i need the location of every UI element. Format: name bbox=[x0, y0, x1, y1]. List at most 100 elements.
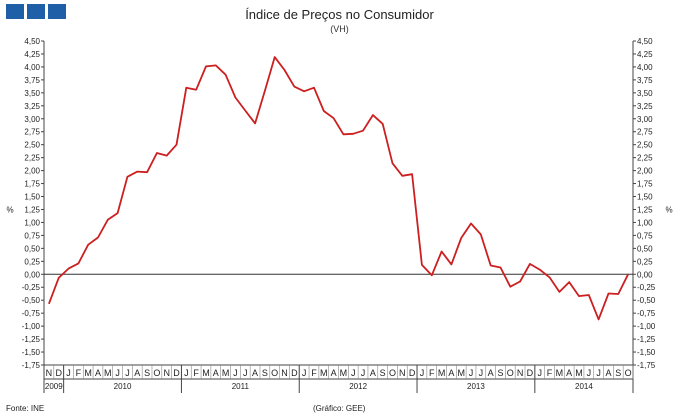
x-month-label: A bbox=[605, 368, 611, 378]
y-tick-label-right: 2,75 bbox=[637, 128, 653, 137]
x-month-label: F bbox=[429, 368, 435, 378]
x-month-label: M bbox=[202, 368, 210, 378]
x-month-label: S bbox=[497, 368, 503, 378]
y-tick-label-left: 2,00 bbox=[24, 167, 40, 176]
y-tick-label-right: 1,75 bbox=[637, 180, 653, 189]
x-month-label: M bbox=[556, 368, 564, 378]
x-month-label: N bbox=[281, 368, 288, 378]
x-month-label: J bbox=[125, 368, 130, 378]
x-month-label: J bbox=[479, 368, 484, 378]
x-year-label: 2014 bbox=[575, 382, 593, 391]
x-month-label: A bbox=[370, 368, 376, 378]
y-tick-label-left: 3,25 bbox=[24, 102, 40, 111]
y-tick-label-left: 3,75 bbox=[24, 76, 40, 85]
x-month-label: J bbox=[537, 368, 542, 378]
y-tick-label-left: -1,00 bbox=[22, 322, 41, 331]
y-tick-label-right: -0,25 bbox=[637, 283, 656, 292]
x-year-label: 2010 bbox=[114, 382, 132, 391]
y-tick-label-left: 4,00 bbox=[24, 63, 40, 72]
y-tick-label-right: 2,25 bbox=[637, 154, 653, 163]
y-tick-label-left: 4,50 bbox=[24, 37, 40, 46]
x-month-label: N bbox=[517, 368, 524, 378]
x-month-label: S bbox=[262, 368, 268, 378]
y-tick-label-right: -1,75 bbox=[637, 361, 656, 370]
y-tick-label-left: -0,75 bbox=[22, 309, 41, 318]
y-tick-label-right: 4,00 bbox=[637, 63, 653, 72]
logo-square bbox=[6, 4, 24, 19]
x-month-label: F bbox=[76, 368, 82, 378]
y-tick-label-left: -1,25 bbox=[22, 335, 41, 344]
y-tick-label-left: 2,75 bbox=[24, 128, 40, 137]
x-month-label: M bbox=[104, 368, 112, 378]
x-month-label: M bbox=[320, 368, 328, 378]
y-tick-label-right: 0,50 bbox=[637, 244, 653, 253]
y-tick-label-left: 0,25 bbox=[24, 257, 40, 266]
y-tick-label-left: -1,75 bbox=[22, 361, 41, 370]
y-tick-label-right: 3,25 bbox=[637, 102, 653, 111]
x-month-label: O bbox=[389, 368, 396, 378]
y-tick-label-left: 0,00 bbox=[24, 270, 40, 279]
x-month-label: M bbox=[84, 368, 92, 378]
y-tick-label-left: -0,50 bbox=[22, 296, 41, 305]
x-year-label: 2011 bbox=[232, 382, 250, 391]
x-month-label: D bbox=[291, 368, 298, 378]
chart-title: Índice de Preços no Consumidor bbox=[245, 7, 434, 22]
y-tick-label-right: 1,25 bbox=[637, 205, 653, 214]
y-tick-label-right: 0,00 bbox=[637, 270, 653, 279]
y-tick-label-right: -0,75 bbox=[637, 309, 656, 318]
y-tick-label-left: 1,75 bbox=[24, 180, 40, 189]
graph-credit: (Gráfico: GEE) bbox=[313, 404, 366, 413]
chart-subtitle: (VH) bbox=[330, 24, 349, 34]
y-tick-label-right: -1,25 bbox=[637, 335, 656, 344]
y-tick-label-left: 2,25 bbox=[24, 154, 40, 163]
x-month-label: N bbox=[399, 368, 406, 378]
y-tick-label-left: 4,25 bbox=[24, 50, 40, 59]
y-tick-label-left: -1,50 bbox=[22, 348, 41, 357]
x-month-label: J bbox=[184, 368, 189, 378]
x-month-label: A bbox=[448, 368, 454, 378]
x-month-label: F bbox=[193, 368, 199, 378]
x-month-label: J bbox=[587, 368, 592, 378]
x-month-label: A bbox=[252, 368, 258, 378]
y-axis-label-right: % bbox=[665, 205, 672, 214]
x-month-label: J bbox=[243, 368, 248, 378]
y-axis-label-left: % bbox=[6, 205, 13, 214]
x-month-label: A bbox=[331, 368, 337, 378]
x-month-label: A bbox=[488, 368, 494, 378]
x-month-label: F bbox=[311, 368, 317, 378]
source-note: Fonte: INE bbox=[6, 404, 45, 413]
y-tick-label-left: 3,50 bbox=[24, 89, 40, 98]
x-month-label: A bbox=[134, 368, 140, 378]
y-tick-label-left: 3,00 bbox=[24, 115, 40, 124]
x-month-label: N bbox=[46, 368, 53, 378]
x-month-label: S bbox=[144, 368, 150, 378]
y-tick-label-left: 1,25 bbox=[24, 205, 40, 214]
x-month-label: A bbox=[213, 368, 219, 378]
y-tick-label-right: -1,00 bbox=[637, 322, 656, 331]
x-month-label: D bbox=[173, 368, 180, 378]
y-tick-label-left: 0,75 bbox=[24, 231, 40, 240]
x-month-label: M bbox=[575, 368, 583, 378]
x-month-label: M bbox=[457, 368, 465, 378]
x-month-label: M bbox=[222, 368, 230, 378]
y-tick-label-right: 4,50 bbox=[637, 37, 653, 46]
y-tick-label-right: 2,50 bbox=[637, 141, 653, 150]
x-month-label: D bbox=[409, 368, 416, 378]
y-tick-label-right: 0,25 bbox=[637, 257, 653, 266]
x-year-label: 2013 bbox=[467, 382, 485, 391]
x-month-label: F bbox=[547, 368, 553, 378]
x-month-label: J bbox=[596, 368, 601, 378]
y-tick-label-right: 1,00 bbox=[637, 218, 653, 227]
y-tick-label-right: -0,50 bbox=[637, 296, 656, 305]
x-month-label: O bbox=[625, 368, 632, 378]
y-tick-label-left: 1,50 bbox=[24, 193, 40, 202]
x-month-label: A bbox=[95, 368, 101, 378]
x-month-label: J bbox=[351, 368, 356, 378]
x-month-label: D bbox=[55, 368, 62, 378]
series-line bbox=[48, 56, 629, 321]
x-month-label: J bbox=[115, 368, 120, 378]
x-month-label: D bbox=[527, 368, 534, 378]
y-tick-label-right: 3,50 bbox=[637, 89, 653, 98]
y-tick-label-right: 3,75 bbox=[637, 76, 653, 85]
